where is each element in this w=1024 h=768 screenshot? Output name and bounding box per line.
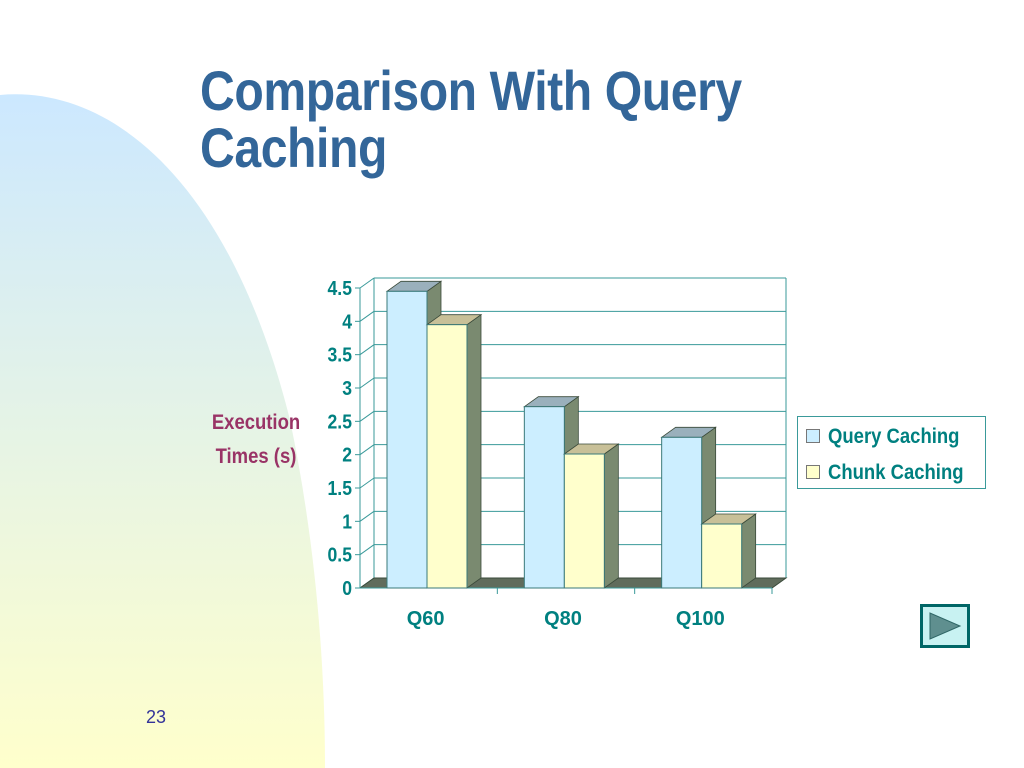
bar-query-caching-q60 bbox=[386, 290, 428, 589]
bar-query-caching-q80 bbox=[523, 406, 565, 589]
legend-label-query-caching: Query Caching bbox=[828, 425, 960, 448]
bar-chunk-caching-q60 bbox=[426, 324, 468, 589]
y-tick-label: 3 bbox=[342, 377, 352, 399]
bar-side-chunk-caching-q60 bbox=[466, 313, 482, 589]
page-number: 23 bbox=[146, 707, 167, 727]
y-tick-label: 0.5 bbox=[328, 544, 352, 566]
legend-label-chunk-caching: Chunk Caching bbox=[828, 461, 964, 484]
x-tick-label: Q100 bbox=[676, 608, 725, 630]
x-tick-label: Q80 bbox=[544, 608, 582, 630]
bar-chunk-caching-q80 bbox=[563, 453, 605, 589]
y-axis-label: Execution Times (s) bbox=[203, 406, 309, 474]
x-tick-label: Q60 bbox=[407, 608, 445, 630]
y-axis-label-line-1: Execution bbox=[211, 411, 301, 434]
y-tick-label: 1.5 bbox=[328, 477, 352, 499]
play-right-triangle-icon bbox=[929, 612, 962, 640]
gridline-side bbox=[359, 510, 375, 522]
y-tick-label: 2.5 bbox=[328, 410, 352, 432]
legend-swatch-query-caching bbox=[806, 429, 820, 443]
y-tick-label: 3.5 bbox=[328, 344, 352, 366]
y-axis-label-line-2: Times (s) bbox=[215, 445, 297, 468]
bar-side-chunk-caching-q100 bbox=[741, 513, 757, 589]
legend-swatch-chunk-caching bbox=[806, 465, 820, 479]
gridline-side bbox=[359, 477, 375, 489]
y-tick-label: 4 bbox=[342, 310, 352, 332]
y-tick-label: 2 bbox=[342, 444, 352, 466]
gridline-side bbox=[359, 377, 375, 389]
bar-chunk-caching-q100 bbox=[701, 523, 743, 589]
gridline-side bbox=[359, 344, 375, 356]
gridline-side bbox=[359, 444, 375, 456]
bar-side-chunk-caching-q80 bbox=[603, 443, 619, 589]
bar-query-caching-q100 bbox=[661, 436, 703, 589]
gridline-side bbox=[359, 410, 375, 422]
y-tick-label: 4.5 bbox=[328, 277, 352, 299]
next-slide-button[interactable] bbox=[920, 604, 970, 648]
chart-legend: Query Caching Chunk Caching bbox=[797, 416, 986, 489]
gridline-side bbox=[359, 310, 375, 322]
y-tick-label: 0 bbox=[342, 577, 352, 599]
slide-title: Comparison With Query Caching bbox=[200, 59, 742, 179]
gridline-side bbox=[359, 277, 375, 289]
gridline-side bbox=[359, 544, 375, 556]
y-tick-label: 1 bbox=[342, 510, 352, 532]
